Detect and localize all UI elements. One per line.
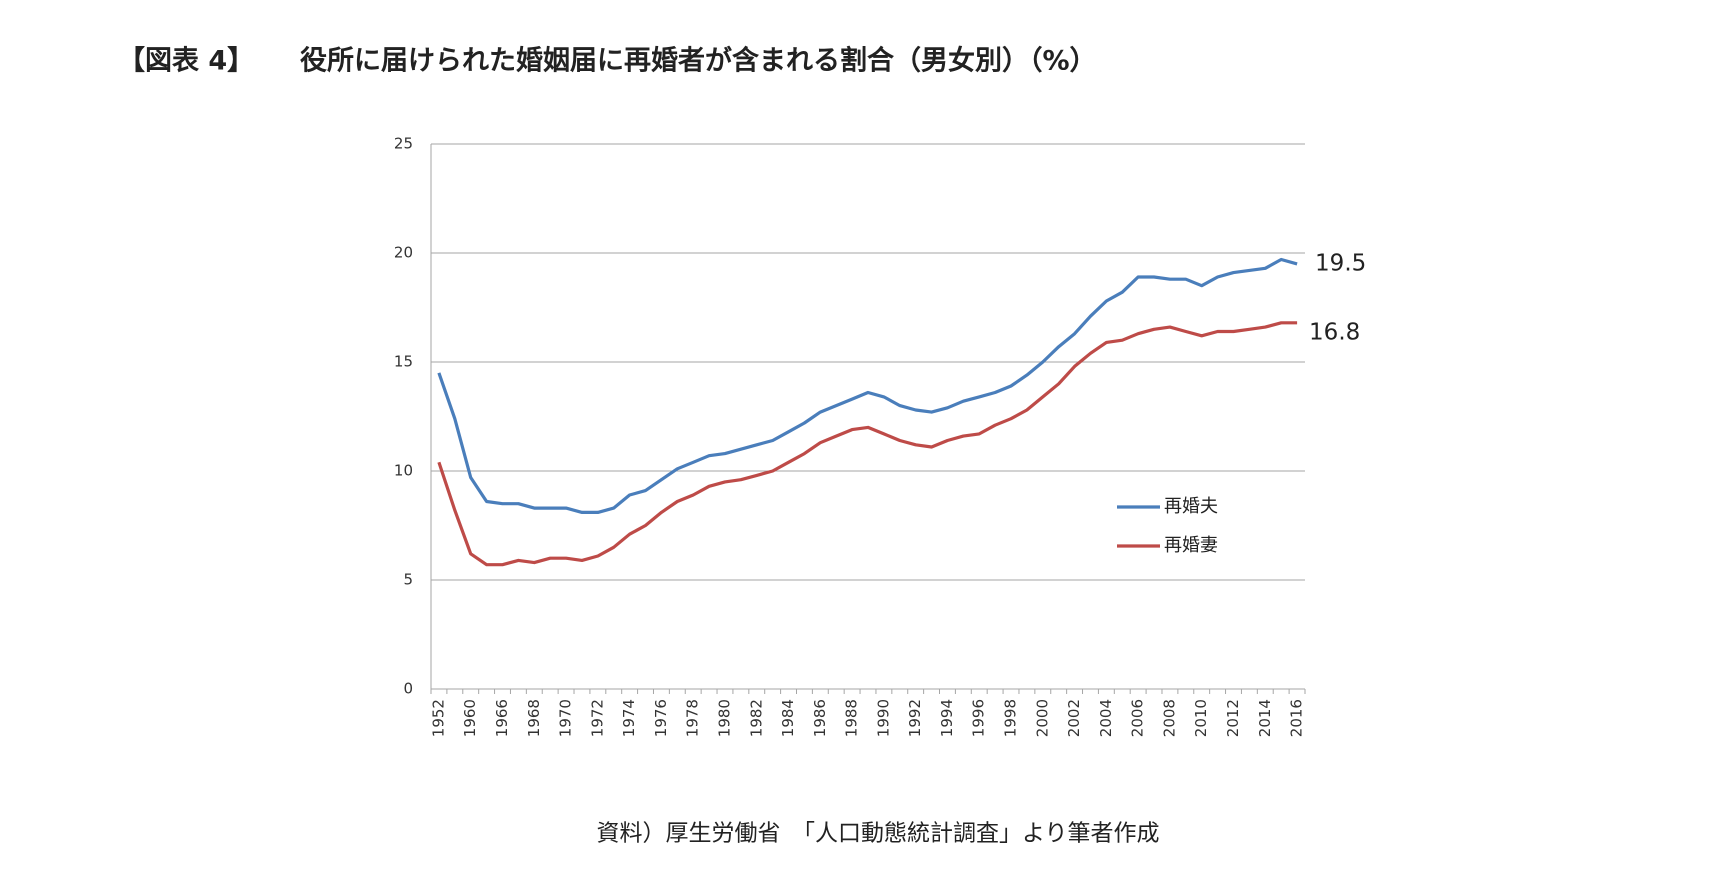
x-tick-label: 1982 [747, 699, 765, 737]
x-tick-label: 1952 [429, 699, 447, 737]
x-tick-label: 2014 [1256, 699, 1274, 737]
x-tick-label: 2016 [1288, 699, 1306, 737]
x-tick-label: 1974 [620, 699, 638, 737]
x-tick-label: 1986 [811, 699, 829, 737]
x-tick-label: 2010 [1192, 699, 1210, 737]
x-tick-label: 1966 [493, 699, 511, 737]
x-tick-label: 2012 [1224, 699, 1242, 737]
x-tick-label: 1968 [525, 699, 543, 737]
x-tick-label: 1972 [588, 699, 606, 737]
y-tick-label: 5 [403, 571, 413, 589]
x-tick-label: 1998 [1002, 699, 1020, 737]
x-tick-label: 2006 [1129, 699, 1147, 737]
legend-label: 再婚妻 [1164, 535, 1218, 556]
figure-label: 【図表 4】 [118, 46, 254, 77]
x-tick-label: 1960 [461, 699, 479, 737]
x-tick-label: 1978 [684, 699, 702, 737]
y-tick-label: 25 [394, 135, 413, 153]
x-tick-label: 1970 [557, 699, 575, 737]
x-tick-label: 2004 [1097, 699, 1115, 737]
x-tick-label: 2008 [1160, 699, 1178, 737]
y-tick-label: 10 [394, 462, 413, 480]
x-tick-label: 1988 [843, 699, 861, 737]
y-tick-label: 0 [403, 680, 413, 698]
x-tick-label: 2000 [1033, 699, 1051, 737]
x-tick-label: 1990 [874, 699, 892, 737]
end-label: 19.5 [1315, 250, 1366, 276]
series-line [437, 321, 1298, 567]
x-tick-label: 1994 [938, 699, 956, 737]
y-tick-label: 20 [394, 244, 413, 262]
chart-title: 役所に届けられた婚姻届に再婚者が含まれる割合（男女別）（%） [300, 45, 1097, 77]
legend-label: 再婚夫 [1164, 496, 1218, 517]
x-tick-label: 1984 [779, 699, 797, 737]
x-tick-label: 1980 [715, 699, 733, 737]
source-note: 資料）厚生労働省 「人口動態統計調査」より筆者作成 [596, 821, 1159, 847]
series-line [437, 257, 1298, 514]
x-tick-label: 2002 [1065, 699, 1083, 737]
y-tick-label: 15 [394, 353, 413, 371]
end-label: 16.8 [1309, 319, 1360, 345]
x-tick-label: 1996 [970, 699, 988, 737]
x-tick-label: 1992 [906, 699, 924, 737]
x-tick-label: 1976 [652, 699, 670, 737]
